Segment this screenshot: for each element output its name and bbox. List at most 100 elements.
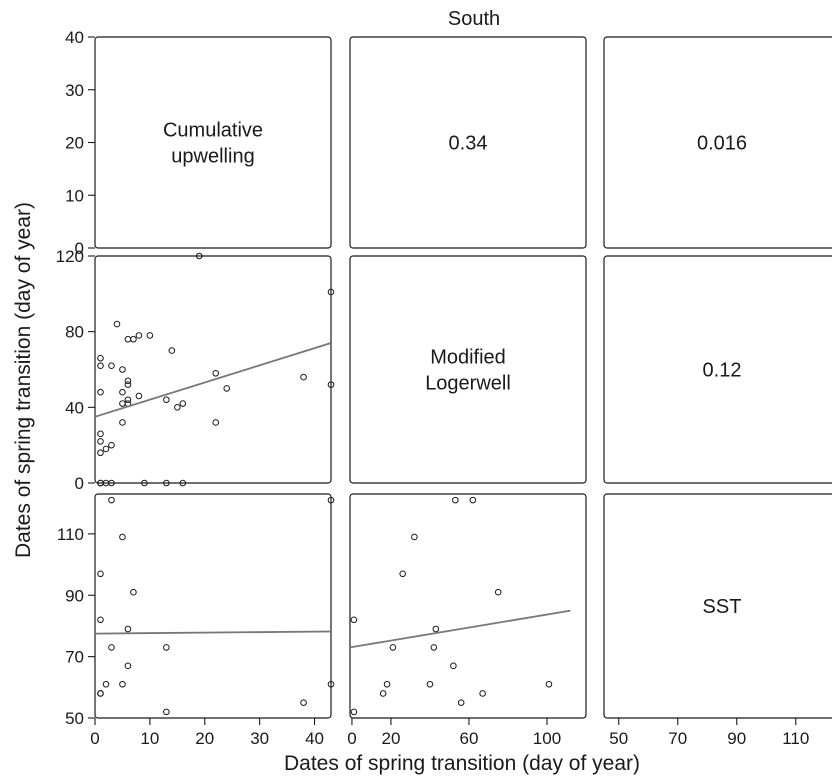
data-point: [135, 332, 143, 339]
x-tick-label: 50: [609, 729, 628, 748]
data-point: [124, 377, 132, 385]
data-point: [141, 479, 148, 487]
figure-x-axis-label: Dates of spring transition (day of year): [284, 752, 640, 775]
data-point: [108, 441, 115, 449]
data-point: [327, 381, 335, 388]
data-point: [399, 570, 406, 578]
data-point: [108, 362, 115, 370]
data-point: [457, 699, 465, 706]
x-tick-label: 30: [250, 729, 269, 748]
data-point: [327, 288, 335, 296]
figure-y-axis-label: Dates of spring transition (day of year): [12, 202, 35, 558]
data-point: [163, 479, 170, 487]
y-tick-label: 50: [65, 709, 84, 728]
x-tick-label: 40: [305, 729, 324, 748]
panel-label: 0.016: [697, 133, 747, 155]
panel-row2-col3: 0.12: [603, 255, 832, 484]
data-point: [163, 396, 170, 404]
y-tick-label: 20: [65, 134, 84, 153]
data-point: [300, 699, 307, 706]
data-point: [168, 347, 176, 354]
data-point: [97, 388, 104, 396]
data-point: [163, 644, 170, 651]
data-point: [223, 385, 231, 392]
data-point: [97, 438, 104, 445]
data-point: [124, 381, 132, 388]
panel-grid: 0 10 20 30 40 Cumulative upwelling 0.34 0.016 0 40…: [56, 28, 832, 748]
data-point: [389, 644, 397, 651]
x-tick-label: 10: [140, 729, 159, 748]
data-point: [102, 445, 110, 453]
data-point: [479, 690, 486, 697]
x-tick-label: 100: [533, 729, 561, 748]
panel-frame: [94, 255, 332, 484]
panel-label: 0.34: [449, 133, 488, 155]
panel-row3-col1: 50 70 90 110 0 10 20 30 40: [57, 493, 335, 748]
panel-row2-col1: 0 40 80 120: [56, 247, 335, 493]
panel-frame: [603, 36, 832, 249]
data-point: [97, 449, 104, 457]
data-point: [469, 496, 477, 504]
panel-row1-col1: 0 10 20 30 40 Cumulative upwelling: [65, 28, 332, 258]
data-point: [212, 419, 220, 426]
data-point: [432, 625, 440, 633]
data-point: [108, 496, 115, 504]
data-point: [430, 644, 438, 651]
data-point: [102, 680, 110, 688]
y-tick-label: 0: [75, 474, 84, 493]
data-point: [179, 400, 187, 407]
y-tick-label: 80: [65, 323, 84, 342]
data-point: [113, 320, 121, 328]
y-tick-label: 30: [65, 81, 84, 100]
data-point: [163, 708, 170, 716]
y-tick-label: 70: [65, 648, 84, 667]
data-point: [124, 335, 132, 343]
panel-frame: [603, 255, 832, 484]
panel-label: Modified: [430, 347, 506, 369]
data-point: [97, 570, 104, 578]
x-tick-label: 90: [727, 729, 746, 748]
data-point: [119, 680, 126, 688]
panel-label: SST: [703, 596, 742, 618]
y-tick-label: 110: [57, 525, 84, 544]
panel-label: Cumulative: [163, 120, 263, 142]
panel-frame: [603, 493, 832, 719]
data-point: [135, 392, 143, 400]
x-tick-label: 0: [90, 729, 99, 748]
panel-label: 0.12: [703, 360, 742, 382]
y-tick-label: 0: [75, 239, 84, 258]
data-point: [124, 662, 132, 670]
panel-row1-col2: 0.34: [349, 36, 587, 249]
panel-row2-col2: Modified Logerwell: [349, 255, 587, 484]
data-point: [411, 533, 418, 541]
panel-frame: [94, 36, 332, 249]
data-point: [494, 588, 502, 596]
data-point: [119, 533, 126, 541]
data-point: [300, 373, 307, 381]
panel-row1-col3: 0.016: [603, 36, 832, 249]
x-tick-label: 110: [782, 729, 809, 748]
data-point: [350, 616, 358, 624]
panel-frame: [94, 493, 332, 719]
data-point: [146, 332, 154, 339]
panel-frame: [349, 36, 587, 249]
data-point: [108, 479, 115, 487]
data-point: [383, 680, 391, 688]
data-point: [452, 496, 459, 504]
data-point: [119, 366, 126, 373]
regression-line: [350, 609, 571, 649]
data-point: [119, 419, 126, 426]
data-point: [174, 404, 181, 411]
panel-label: upwelling: [171, 146, 254, 168]
regression-line: [95, 630, 331, 635]
data-point: [97, 690, 104, 697]
data-point: [119, 400, 126, 407]
data-point: [97, 616, 104, 624]
data-point: [124, 625, 132, 633]
data-point: [212, 369, 220, 377]
panel-frame: [349, 255, 587, 484]
data-point: [97, 362, 104, 370]
data-point: [195, 252, 203, 260]
data-point: [108, 644, 115, 651]
